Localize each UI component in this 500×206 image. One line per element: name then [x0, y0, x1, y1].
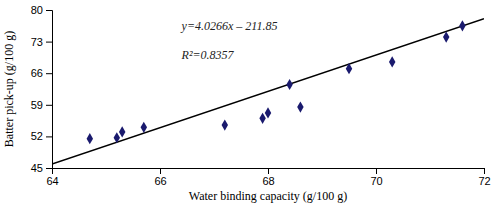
y-axis-tick-mark — [46, 10, 52, 11]
scatter-point — [443, 32, 449, 43]
plot-area: 64 66 68 70 72 45 52 59 66 73 80 y=4.0266x – 211.85… — [31, 4, 491, 187]
y-axis-tick-label: 52 — [31, 130, 43, 142]
x-axis-tick-label: 70 — [370, 175, 382, 187]
y-axis-tick-mark — [46, 73, 52, 74]
x-axis-tick: 64 — [46, 168, 58, 187]
y-axis-tick-mark — [46, 168, 52, 169]
x-axis-tick-label: 72 — [478, 175, 490, 187]
x-axis-tick: 68 — [262, 168, 274, 187]
y-axis-tick-label: 80 — [31, 4, 43, 16]
scatter-point — [389, 56, 395, 67]
y-axis-tick-label: 66 — [31, 67, 43, 79]
scatter-point — [459, 20, 465, 31]
scatter-point — [265, 107, 271, 118]
x-axis-line — [53, 169, 485, 175]
y-axis-tick: 45 — [31, 162, 52, 174]
scatter-point — [222, 120, 228, 131]
annotation: y=4.0266x – 211.85 — [181, 19, 278, 33]
y-axis-tick-mark — [46, 105, 52, 106]
x-axis-tick-label: 64 — [46, 175, 58, 187]
y-axis-tick: 52 — [31, 130, 52, 142]
x-axis-tick-mark — [160, 168, 161, 174]
x-axis: 64 66 68 70 72 — [46, 168, 490, 187]
y-axis-tick: 59 — [31, 99, 52, 111]
scatter-point — [297, 101, 303, 112]
x-axis-tick: 70 — [370, 168, 382, 187]
y-axis-tick-label: 59 — [31, 99, 43, 111]
x-axis-tick-mark — [376, 168, 377, 174]
y-axis-tick-mark — [46, 42, 52, 43]
x-axis-title: Water binding capacity (g/100 g) — [189, 189, 347, 203]
scatter-point — [119, 126, 125, 137]
y-axis-tick-mark — [46, 136, 52, 137]
scatter-point — [87, 133, 93, 144]
y-axis-tick-label: 73 — [31, 36, 43, 48]
marks — [52, 19, 484, 164]
regression-line — [52, 19, 484, 164]
y-axis-tick-label: 45 — [31, 162, 43, 174]
x-axis-tick-mark — [484, 168, 485, 174]
chart: 64 66 68 70 72 45 52 59 66 73 80 y=4.0266x – 211.85… — [0, 0, 500, 206]
x-axis-tick-label: 66 — [154, 175, 166, 187]
x-axis-tick: 66 — [154, 168, 166, 187]
annotation: R²=0.8357 — [181, 48, 235, 62]
x-axis-tick-label: 68 — [262, 175, 274, 187]
y-axis-title: Batter pick-up (g/100 g) — [2, 31, 16, 147]
x-axis-tick: 72 — [478, 168, 490, 187]
x-axis-tick-mark — [268, 168, 269, 174]
scatter-point — [114, 132, 120, 143]
scatter-point — [286, 79, 292, 90]
scatter-point — [346, 63, 352, 74]
y-axis-tick: 80 — [31, 4, 52, 16]
y-axis-tick: 66 — [31, 67, 52, 79]
scatter-point — [141, 122, 147, 133]
y-axis-line — [46, 11, 53, 169]
y-axis: 45 52 59 66 73 80 — [31, 4, 53, 174]
scatter-point — [259, 113, 265, 124]
y-axis-tick: 73 — [31, 36, 52, 48]
